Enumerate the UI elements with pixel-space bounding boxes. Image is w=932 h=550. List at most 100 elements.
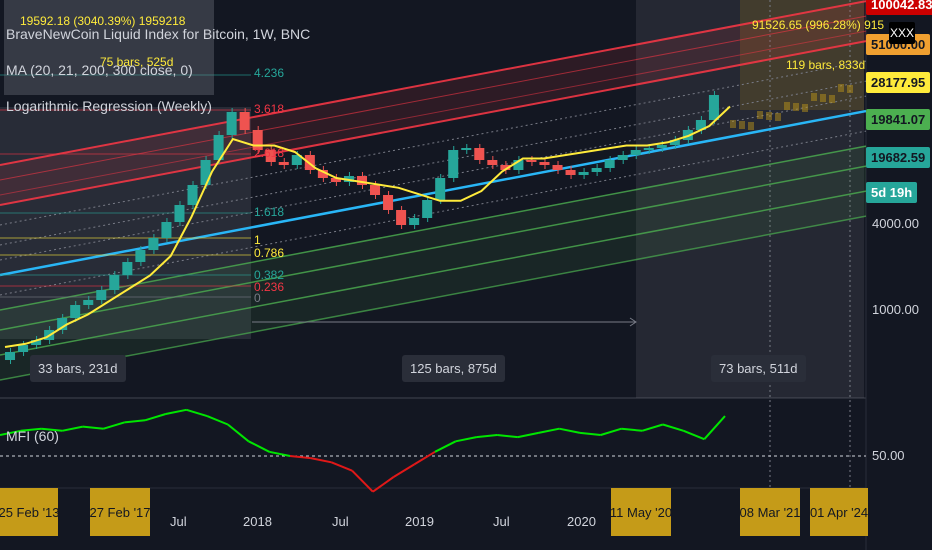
candle: [174, 205, 185, 222]
mfi-segment: [683, 429, 705, 441]
mfi-segment: [248, 440, 270, 453]
price-tag-top: 100042.83: [866, 0, 932, 15]
candle: [278, 162, 289, 165]
candle: [422, 200, 433, 218]
candle: [552, 165, 563, 170]
mfi-segment: [538, 427, 560, 434]
mfi-segment: [703, 415, 726, 440]
projection-candle: [757, 111, 763, 119]
support-band: [0, 146, 866, 380]
regression-line: [0, 0, 867, 166]
arrow-head: [629, 317, 637, 327]
mfi-segment: [372, 476, 395, 493]
fib-level-3-618: 3.618: [254, 102, 285, 116]
mfi-segment: [600, 427, 622, 436]
price-tag-teal: 19682.59: [866, 147, 931, 168]
candle: [187, 185, 198, 205]
candle: [708, 95, 719, 120]
regression-dotted: [0, 95, 867, 261]
mfi-segment: [331, 461, 353, 472]
date-tag-start: 25 Feb '13: [0, 488, 60, 536]
candle: [617, 155, 628, 160]
date-tag-2021: 08 Mar '21: [740, 488, 801, 536]
candle: [513, 160, 524, 170]
candle: [396, 210, 407, 225]
candle: [317, 170, 328, 178]
x-axis-label: 2018: [243, 514, 272, 529]
candle: [370, 185, 381, 195]
mfi-segment: [289, 455, 311, 460]
projection-candle: [748, 122, 754, 130]
regression-legend[interactable]: Logarithmic Regression (Weekly): [6, 98, 212, 114]
range-label-2: 125 bars, 875d: [402, 355, 505, 382]
candle: [5, 352, 16, 360]
xxx-button[interactable]: XXX: [889, 22, 915, 44]
measure-bars: 75 bars, 525d: [100, 55, 174, 69]
mfi-segment: [517, 431, 539, 439]
candle: [200, 160, 211, 185]
candle: [474, 148, 485, 160]
candle: [161, 222, 172, 238]
regression-dotted: [0, 130, 867, 296]
candle: [213, 135, 224, 160]
mfi-segment: [206, 415, 229, 426]
date-tag-2017: 27 Feb '17: [89, 488, 151, 536]
candle: [656, 145, 667, 148]
mfi-segment: [310, 457, 332, 464]
candle: [96, 290, 107, 300]
range-label-3: 73 bars, 511d: [711, 355, 806, 382]
projection-candle: [793, 103, 799, 111]
projection-candle: [739, 121, 745, 129]
projection-candle: [766, 112, 772, 120]
date-range-1: [0, 107, 251, 339]
candle: [31, 340, 42, 345]
projection-candle: [820, 94, 826, 102]
symbol-legend[interactable]: BraveNewCoin Liquid Index for Bitcoin, 1…: [6, 26, 311, 42]
candle: [539, 162, 550, 165]
candle: [487, 160, 498, 165]
regression-dotted: [0, 80, 867, 246]
candle: [83, 300, 94, 305]
fib-level-0-382: 0.382: [254, 268, 285, 282]
candle: [448, 150, 459, 178]
candle: [409, 218, 420, 225]
price-tag-green: 19841.07: [866, 109, 931, 130]
mfi-segment: [0, 429, 21, 436]
mfi-segment: [455, 436, 477, 443]
candle: [435, 178, 446, 200]
mfi-segment: [497, 434, 518, 439]
regression-dotted: [0, 60, 867, 226]
mfi-legend[interactable]: MFI (60): [6, 428, 59, 444]
candle: [109, 275, 120, 290]
mfi-segment: [351, 469, 374, 493]
candle: [578, 172, 589, 175]
projection-candle: [847, 85, 853, 93]
x-axis-label: Jul: [332, 514, 349, 529]
measure-box: [4, 0, 214, 95]
projection-candle: [784, 102, 790, 110]
mfi-segment: [413, 450, 436, 466]
mfi-segment: [20, 427, 42, 432]
candle: [57, 318, 68, 330]
projection-box: [740, 0, 864, 110]
mfi-segment: [227, 423, 250, 443]
projection-candle: [838, 84, 844, 92]
range-label-1: 33 bars, 231d: [30, 355, 126, 382]
mfi-segment: [82, 425, 104, 430]
mfi-segment: [393, 463, 415, 478]
candle: [669, 140, 680, 145]
x-axis-label: 2020: [567, 514, 596, 529]
mfi-segment: [579, 431, 601, 436]
mfi-axis-label: 50.00: [872, 448, 905, 463]
ma-legend[interactable]: MA (20, 21, 200, 300 close, 0): [6, 62, 193, 78]
y-axis-label: 4000.00: [872, 216, 919, 231]
measure-stat: 19592.18 (3040.39%) 1959218: [20, 14, 186, 28]
candle: [604, 160, 615, 168]
candle: [356, 176, 367, 185]
candle: [239, 112, 250, 130]
candle: [526, 160, 537, 162]
fib-level-0-786: 0.786: [254, 246, 285, 260]
candle: [291, 155, 302, 165]
fib-level-1-618: 1.618: [254, 205, 285, 219]
